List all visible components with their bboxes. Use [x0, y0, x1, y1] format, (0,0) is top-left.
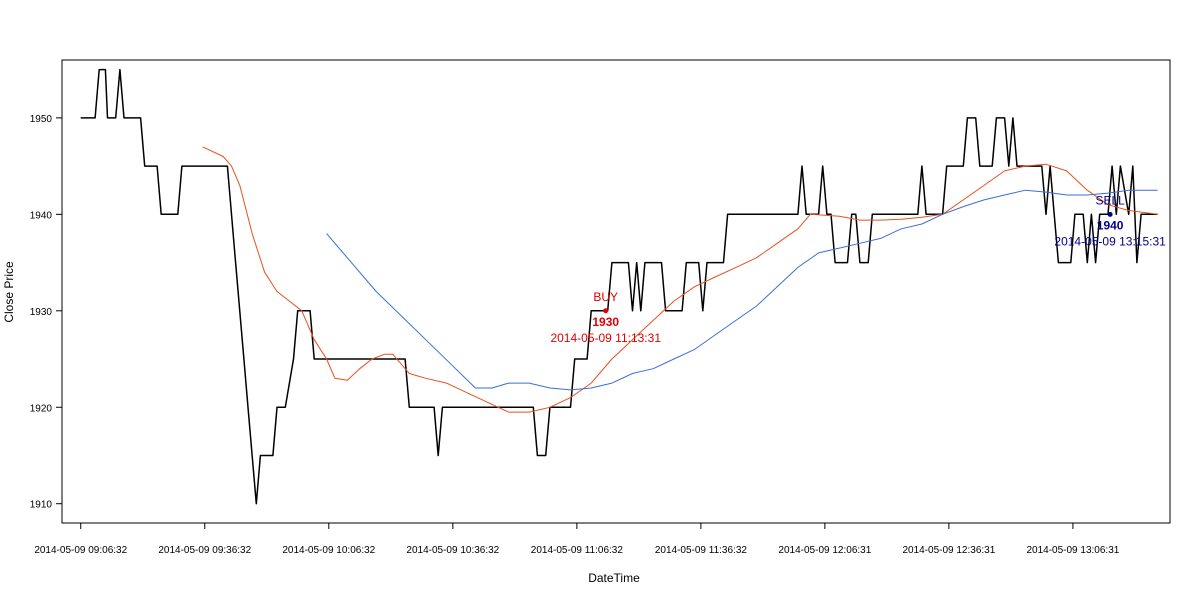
slow-moving-average-line — [326, 189, 1158, 391]
sell-label: SELL — [1095, 193, 1125, 207]
annotation-layer: BUY 1930 2014-05-09 11:13:31 SELL 1940 2014-0… — [550, 193, 1166, 344]
sell-marker — [1107, 211, 1113, 217]
buy-price-label: 1930 — [592, 315, 619, 329]
sell-time-label: 2014-05-09 13:15:31 — [1054, 234, 1166, 248]
y-tick-label: 1920 — [30, 403, 53, 414]
y-tick-label: 1910 — [30, 500, 53, 511]
sell-annotation: SELL 1940 2014-05-09 13:15:31 — [1054, 193, 1166, 248]
x-tick-label: 2014-05-09 10:36:32 — [406, 545, 499, 556]
plot-frame — [61, 59, 1171, 524]
buy-label: BUY — [593, 290, 618, 304]
x-axis: 2014-05-09 09:06:32 2014-05-09 09:36:32 20… — [34, 523, 1120, 556]
x-tick-label: 2014-05-09 11:36:32 — [655, 545, 748, 556]
y-axis: 1910 1920 1930 1940 1950 — [30, 114, 62, 511]
x-tick-label: 2014-05-09 13:06:31 — [1026, 545, 1119, 556]
sell-price-label: 1940 — [1097, 218, 1124, 232]
x-tick-label: 2014-05-09 11:06:32 — [531, 545, 624, 556]
x-tick-label: 2014-05-09 09:06:32 — [34, 545, 127, 556]
y-tick-label: 1950 — [30, 114, 53, 125]
buy-annotation: BUY 1930 2014-05-09 11:13:31 — [550, 290, 661, 345]
y-tick-label: 1940 — [30, 210, 53, 221]
y-axis-title: Close Price — [2, 261, 16, 323]
buy-marker — [603, 308, 609, 314]
x-tick-label: 2014-05-09 09:36:32 — [158, 545, 251, 556]
x-tick-label: 2014-05-09 12:06:31 — [778, 545, 871, 556]
x-tick-label: 2014-05-09 10:06:32 — [282, 545, 375, 556]
fast-moving-average-line — [202, 146, 1158, 413]
x-tick-label: 2014-05-09 12:36:31 — [902, 545, 995, 556]
y-tick-label: 1930 — [30, 307, 53, 318]
series-layer — [80, 68, 1158, 505]
close-price-line — [80, 68, 1158, 505]
x-axis-title: DateTime — [588, 571, 640, 585]
buy-time-label: 2014-05-09 11:13:31 — [550, 331, 661, 345]
